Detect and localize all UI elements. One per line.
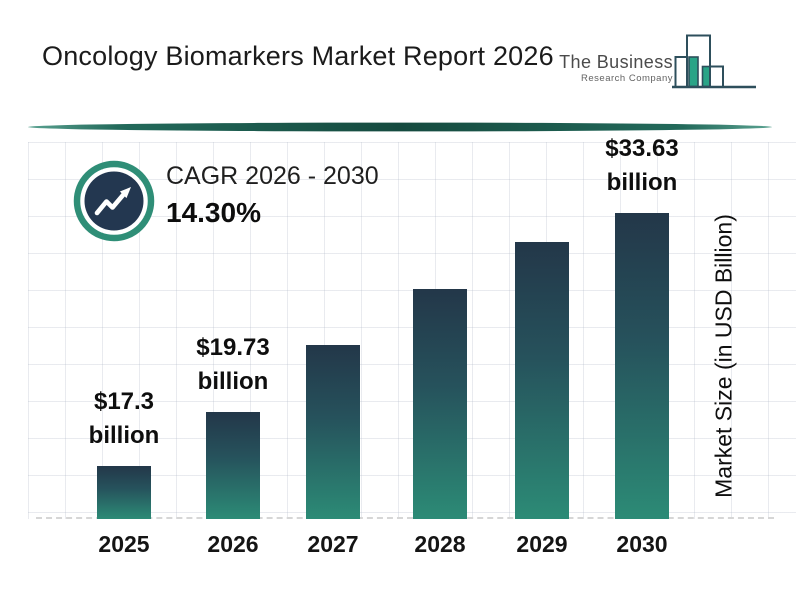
x-tick-2025: 2025 [98, 531, 150, 557]
page-title: Oncology Biomarkers Market Report 2026 [42, 41, 554, 71]
trending-up-icon [73, 160, 155, 242]
logo-subtitle: Research Company [581, 73, 673, 84]
x-tick-2028: 2028 [414, 531, 466, 557]
bar-value-label-2026: $19.73 billion [196, 334, 270, 395]
bar-2026 [206, 412, 260, 519]
logo-text: The Business Research Company [559, 53, 673, 84]
x-tick-2030: 2030 [616, 531, 668, 557]
bar-chart-logo-icon [672, 34, 756, 89]
bar-2025 [97, 466, 151, 519]
x-axis-baseline [36, 517, 774, 519]
bar-2030 [615, 213, 669, 519]
cagr-block: CAGR 2026 - 2030 14.30% [166, 162, 379, 229]
y-axis-label: Market Size (in USD Billion) [710, 214, 737, 498]
cagr-value: 14.30% [166, 197, 261, 228]
divider-line [28, 122, 772, 132]
x-tick-2026: 2026 [207, 531, 259, 557]
bar-2029 [515, 242, 569, 519]
x-tick-2027: 2027 [307, 531, 359, 557]
x-tick-2029: 2029 [516, 531, 568, 557]
logo-name: The Business [559, 52, 673, 72]
bar-2028 [413, 289, 467, 519]
bar-2027 [306, 345, 360, 519]
bar-value-label-2030: $33.63 billion [605, 135, 679, 196]
bar-value-label-2025: $17.3 billion [88, 388, 160, 449]
cagr-label: CAGR 2026 - 2030 [166, 162, 379, 190]
